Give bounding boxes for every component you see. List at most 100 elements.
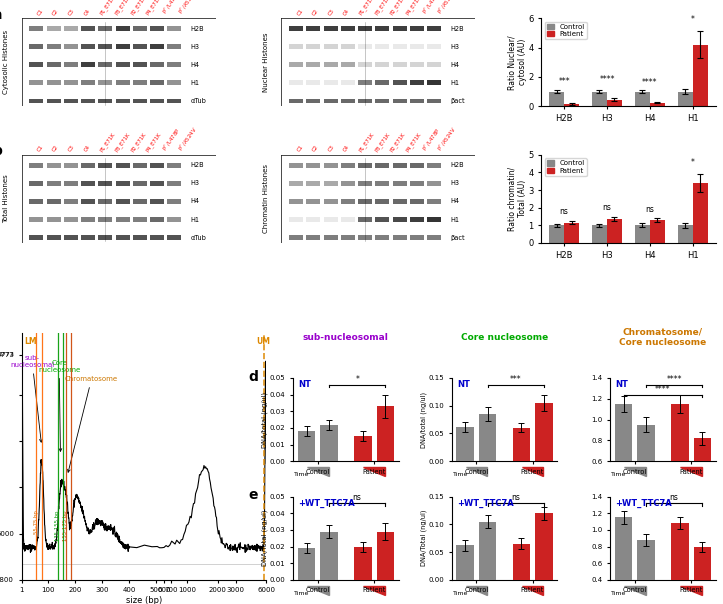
Bar: [375, 163, 390, 168]
Text: ****: ****: [667, 374, 682, 384]
Text: +WT_TTC7A: +WT_TTC7A: [299, 499, 355, 508]
Bar: [150, 80, 164, 85]
Bar: [81, 217, 95, 222]
Text: 155-175 bp: 155-175 bp: [64, 510, 69, 541]
Bar: [358, 235, 372, 240]
Bar: [358, 181, 372, 186]
Bar: [693, 439, 711, 524]
Bar: [47, 80, 61, 85]
Text: P4_E71K: P4_E71K: [145, 131, 163, 153]
Legend: Control, Patient: Control, Patient: [544, 22, 586, 39]
Bar: [116, 26, 129, 31]
Bar: [341, 181, 355, 186]
Bar: [168, 181, 181, 186]
Text: ns: ns: [669, 493, 679, 503]
Text: sub-
nucleosomal: sub- nucleosomal: [10, 355, 54, 442]
X-axis label: size (bp): size (bp): [126, 596, 162, 604]
Bar: [30, 217, 43, 222]
Bar: [637, 425, 655, 524]
Bar: [289, 181, 303, 186]
Text: P3_E71K: P3_E71K: [374, 0, 391, 16]
Text: Time: Time: [611, 472, 627, 477]
Bar: [375, 235, 390, 240]
Bar: [150, 235, 164, 240]
Bar: [289, 80, 303, 85]
Text: C1: C1: [296, 144, 304, 153]
Bar: [81, 199, 95, 204]
Bar: [150, 26, 164, 31]
Text: *: *: [355, 374, 359, 384]
Text: P4_E71K: P4_E71K: [405, 0, 422, 16]
Bar: [98, 62, 112, 67]
Bar: [358, 217, 372, 222]
Text: P$^*$/L478P: P$^*$/L478P: [420, 0, 443, 16]
Bar: [30, 199, 43, 204]
Bar: [324, 62, 338, 67]
Bar: [341, 217, 355, 222]
Bar: [47, 199, 61, 204]
Bar: [427, 217, 441, 222]
Bar: [98, 217, 112, 222]
Bar: [307, 26, 320, 31]
Bar: [607, 219, 622, 243]
Text: C3: C3: [67, 8, 75, 16]
Text: C1: C1: [36, 8, 45, 16]
Bar: [393, 163, 406, 168]
Bar: [98, 80, 112, 85]
Bar: [307, 98, 320, 103]
Text: Time: Time: [453, 472, 468, 477]
Text: C1: C1: [296, 8, 304, 16]
Legend: Control, Patient: Control, Patient: [544, 158, 586, 176]
Text: Time: Time: [294, 472, 309, 477]
Bar: [307, 62, 320, 67]
Bar: [324, 217, 338, 222]
Bar: [375, 80, 390, 85]
Bar: [47, 44, 61, 49]
Bar: [564, 223, 579, 243]
Bar: [393, 26, 406, 31]
Text: 55-75 bp: 55-75 bp: [34, 510, 39, 535]
Bar: [320, 532, 338, 580]
Bar: [133, 199, 147, 204]
Bar: [133, 26, 147, 31]
Bar: [358, 163, 372, 168]
Text: C2: C2: [312, 144, 320, 153]
Text: P3_E71K: P3_E71K: [374, 132, 391, 153]
Bar: [393, 235, 406, 240]
Bar: [354, 436, 372, 461]
Polygon shape: [363, 586, 385, 595]
Polygon shape: [307, 467, 329, 476]
Bar: [64, 98, 78, 103]
Bar: [116, 235, 129, 240]
Bar: [427, 80, 441, 85]
Bar: [98, 199, 112, 204]
Bar: [98, 98, 112, 103]
Text: P1_E71K: P1_E71K: [98, 131, 116, 153]
Bar: [427, 199, 441, 204]
Bar: [324, 235, 338, 240]
Bar: [150, 44, 164, 49]
Text: H4: H4: [191, 199, 200, 205]
Bar: [64, 181, 78, 186]
Bar: [549, 225, 564, 243]
Bar: [427, 62, 441, 67]
Text: P$^*$/A524V: P$^*$/A524V: [176, 125, 200, 153]
Text: C4: C4: [83, 144, 91, 153]
Bar: [81, 163, 95, 168]
Text: C2: C2: [52, 8, 60, 16]
Bar: [410, 181, 424, 186]
Bar: [410, 62, 424, 67]
Text: sub-nucleosomal: sub-nucleosomal: [303, 333, 389, 342]
Text: H4: H4: [191, 62, 200, 68]
Text: Time: Time: [294, 591, 309, 596]
Bar: [64, 199, 78, 204]
Bar: [30, 163, 43, 168]
Bar: [307, 235, 320, 240]
Text: C4: C4: [343, 8, 351, 16]
Bar: [324, 163, 338, 168]
Bar: [289, 26, 303, 31]
Bar: [30, 62, 43, 67]
Bar: [677, 92, 693, 106]
Bar: [168, 44, 181, 49]
Text: ns: ns: [353, 493, 362, 503]
